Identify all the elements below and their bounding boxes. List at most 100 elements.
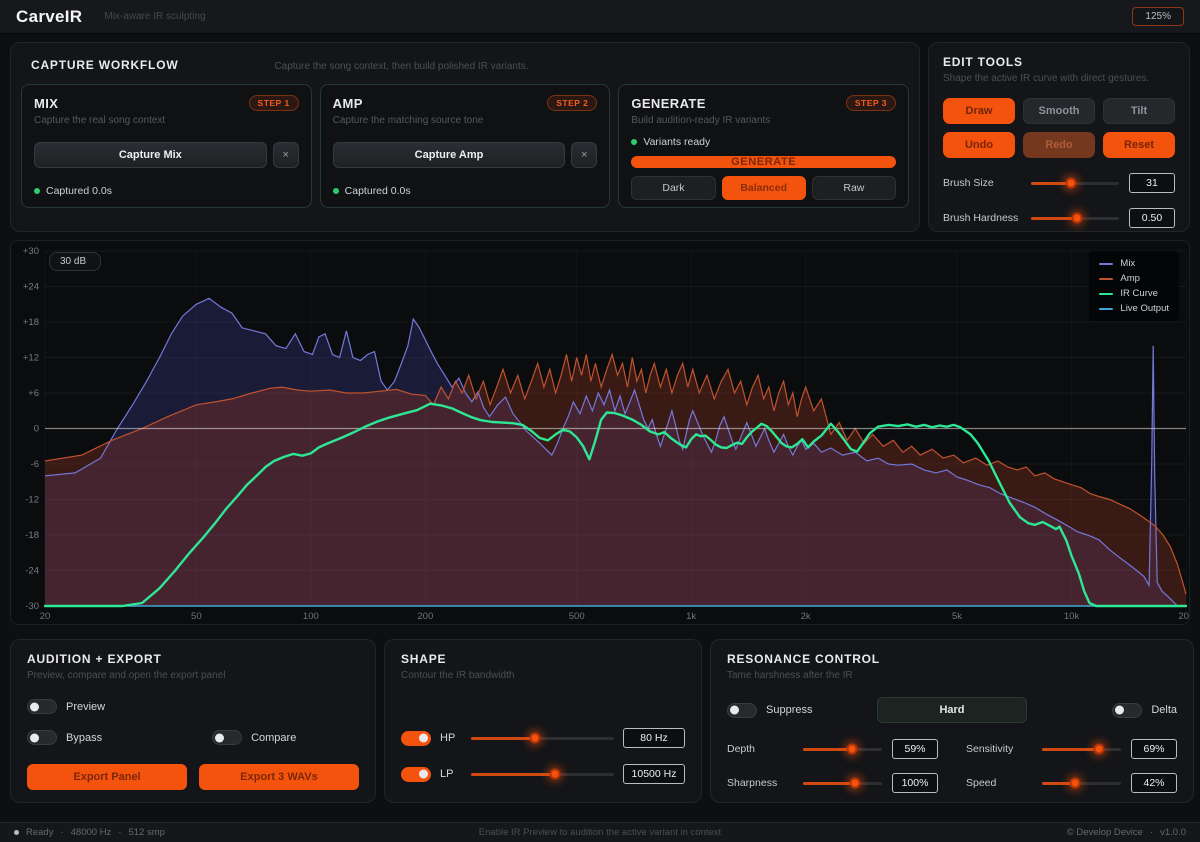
buffer-size: 512 smp xyxy=(128,827,164,838)
audition-title: AUDITION + EXPORT xyxy=(27,652,359,666)
speed-slider[interactable] xyxy=(1042,776,1121,790)
sensitivity-slider[interactable] xyxy=(1042,742,1121,756)
version: v1.0.0 xyxy=(1160,827,1186,838)
svg-text:20k: 20k xyxy=(1178,611,1190,622)
sensitivity-value[interactable]: 69% xyxy=(1131,739,1177,759)
variant-balanced-button[interactable]: Balanced xyxy=(722,176,806,200)
bypass-label: Bypass xyxy=(66,732,102,744)
depth-value[interactable]: 59% xyxy=(892,739,938,759)
smooth-tool-button[interactable]: Smooth xyxy=(1023,98,1095,124)
shape-panel: SHAPE Contour the IR bandwidth HP 80 Hz … xyxy=(384,639,702,803)
step-3-badge: STEP 3 xyxy=(846,95,896,111)
audition-export-panel: AUDITION + EXPORT Preview, compare and o… xyxy=(10,639,376,803)
svg-text:500: 500 xyxy=(569,611,585,622)
hp-frequency-slider[interactable] xyxy=(471,731,614,745)
status-bar: Ready · 48000 Hz · 512 smp Enable IR Pre… xyxy=(0,822,1200,842)
suppress-toggle[interactable] xyxy=(727,703,757,718)
capture-amp-button[interactable]: Capture Amp xyxy=(333,142,566,168)
brush-hardness-value[interactable]: 0.50 xyxy=(1129,208,1175,228)
export-3-wavs-button[interactable]: Export 3 WAVs xyxy=(199,764,359,790)
sharpness-slider[interactable] xyxy=(803,776,882,790)
top-bar: CarveIR Mix-aware IR sculpting 125% xyxy=(0,0,1200,34)
status-hint: Enable IR Preview to audition the active… xyxy=(0,827,1200,838)
hard-mode-button[interactable]: Hard xyxy=(877,697,1027,723)
svg-text:+18: +18 xyxy=(23,317,39,328)
speed-label: Speed xyxy=(966,777,1032,789)
mix-card: MIX STEP 1 Capture the real song context… xyxy=(21,84,312,208)
clear-mix-button[interactable]: × xyxy=(273,142,299,168)
lp-toggle[interactable] xyxy=(401,767,431,782)
live-output-legend-swatch xyxy=(1099,308,1113,310)
mix-card-title: MIX xyxy=(34,96,58,111)
generate-card-subtitle: Build audition-ready IR variants xyxy=(631,115,896,126)
legend-item-mix: Mix xyxy=(1099,258,1169,269)
hp-frequency-value[interactable]: 80 Hz xyxy=(623,728,685,748)
amp-card-title: AMP xyxy=(333,96,363,111)
audition-subtitle: Preview, compare and open the export pan… xyxy=(27,670,359,681)
app-logo: CarveIR xyxy=(16,7,82,27)
export-panel-button[interactable]: Export Panel xyxy=(27,764,187,790)
preview-toggle[interactable] xyxy=(27,699,57,714)
capture-workflow-panel: CAPTURE WORKFLOW Capture the song contex… xyxy=(10,42,920,232)
brush-size-label: Brush Size xyxy=(943,177,1021,189)
undo-button[interactable]: Undo xyxy=(943,132,1015,158)
lp-frequency-value[interactable]: 10500 Hz xyxy=(623,764,685,784)
amp-captured-dot xyxy=(333,188,339,194)
depth-label: Depth xyxy=(727,743,793,755)
bypass-toggle[interactable] xyxy=(27,730,57,745)
shape-title: SHAPE xyxy=(401,652,685,666)
svg-text:100: 100 xyxy=(303,611,319,622)
svg-text:-24: -24 xyxy=(25,566,39,577)
edit-tools-subtitle: Shape the active IR curve with direct ge… xyxy=(943,73,1175,84)
spectrum-chart[interactable]: +30+24+18+12+60-6-12-18-24-3020501002005… xyxy=(10,240,1190,625)
svg-text:2k: 2k xyxy=(801,611,811,622)
clear-amp-button[interactable]: × xyxy=(571,142,597,168)
redo-button[interactable]: Redo xyxy=(1023,132,1095,158)
variant-raw-button[interactable]: Raw xyxy=(812,176,896,200)
delta-toggle[interactable] xyxy=(1112,703,1142,718)
svg-text:-30: -30 xyxy=(25,601,39,612)
svg-text:200: 200 xyxy=(417,611,433,622)
resonance-title: RESONANCE CONTROL xyxy=(727,652,1177,666)
mix-captured-status: Captured 0.0s xyxy=(46,185,112,197)
variants-ready-dot xyxy=(631,139,637,145)
legend-item-live-output: Live Output xyxy=(1099,303,1169,314)
generate-card-title: GENERATE xyxy=(631,96,705,111)
capture-mix-button[interactable]: Capture Mix xyxy=(34,142,267,168)
delta-label: Delta xyxy=(1151,704,1177,716)
resonance-subtitle: Tame harshness after the IR xyxy=(727,670,1177,681)
preview-label: Preview xyxy=(66,701,105,713)
reset-button[interactable]: Reset xyxy=(1103,132,1175,158)
generate-button[interactable]: GENERATE xyxy=(631,156,896,168)
compare-toggle[interactable] xyxy=(212,730,242,745)
zoom-level-badge[interactable]: 125% xyxy=(1132,7,1184,26)
amp-captured-status: Captured 0.0s xyxy=(345,185,411,197)
ir-curve-legend-swatch xyxy=(1099,293,1113,295)
tilt-tool-button[interactable]: Tilt xyxy=(1103,98,1175,124)
svg-text:-12: -12 xyxy=(25,495,39,506)
speed-value[interactable]: 42% xyxy=(1131,773,1177,793)
sharpness-value[interactable]: 100% xyxy=(892,773,938,793)
brush-size-value[interactable]: 31 xyxy=(1129,173,1175,193)
ir-curve-legend-label: IR Curve xyxy=(1120,288,1157,299)
step-2-badge: STEP 2 xyxy=(547,95,597,111)
generate-card: GENERATE STEP 3 Build audition-ready IR … xyxy=(618,84,909,208)
db-range-badge[interactable]: 30 dB xyxy=(49,252,101,271)
step-1-badge: STEP 1 xyxy=(249,95,299,111)
draw-tool-button[interactable]: Draw xyxy=(943,98,1015,124)
amp-legend-swatch xyxy=(1099,278,1113,280)
variant-dark-button[interactable]: Dark xyxy=(631,176,715,200)
svg-text:0: 0 xyxy=(34,424,39,435)
app-tagline: Mix-aware IR sculpting xyxy=(104,11,205,22)
hp-toggle[interactable] xyxy=(401,731,431,746)
lp-label: LP xyxy=(440,768,462,780)
separator: · xyxy=(118,827,121,838)
lp-frequency-slider[interactable] xyxy=(471,767,614,781)
depth-slider[interactable] xyxy=(803,742,882,756)
svg-text:-6: -6 xyxy=(31,459,39,470)
sample-rate: 48000 Hz xyxy=(71,827,112,838)
brush-hardness-slider[interactable] xyxy=(1031,211,1119,225)
brush-size-slider[interactable] xyxy=(1031,176,1119,190)
mix-card-subtitle: Capture the real song context xyxy=(34,115,299,126)
capture-workflow-subtitle: Capture the song context, then build pol… xyxy=(274,61,528,72)
